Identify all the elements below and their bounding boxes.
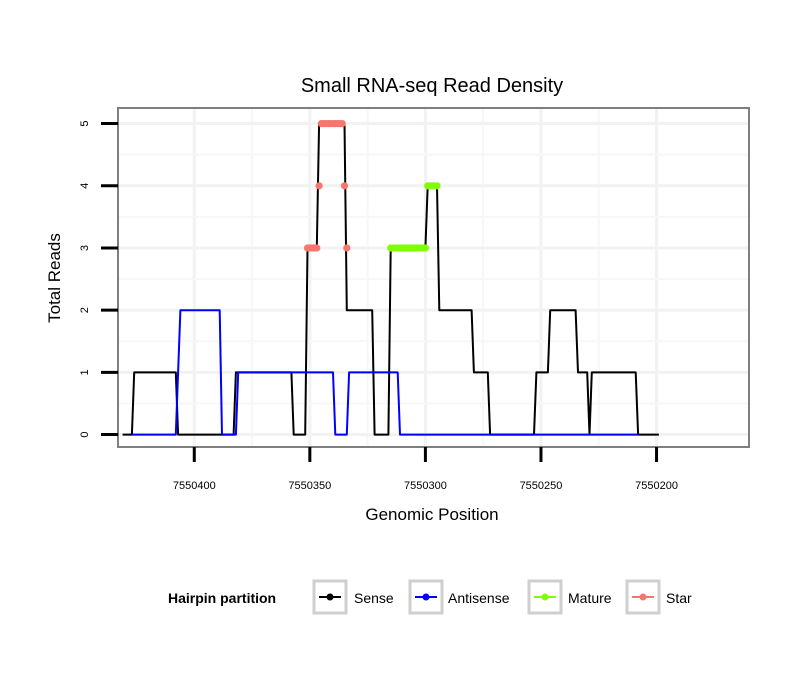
x-tick-label: 7550250 [520, 480, 563, 492]
x-tick-label: 7550300 [404, 480, 447, 492]
legend-label-sense: Sense [354, 590, 394, 606]
legend-key-dot-star [639, 593, 647, 601]
x-tick-label: 7550400 [173, 480, 216, 492]
star-data-point [343, 244, 351, 252]
plot-panel-border [117, 107, 750, 448]
legend-key-dot-mature [541, 593, 549, 601]
legend-title: Hairpin partition [168, 590, 276, 606]
chart-title: Small RNA-seq Read Density [301, 75, 563, 97]
y-tick-label: 3 [79, 245, 91, 251]
x-tick-label: 7550200 [635, 480, 678, 492]
y-axis-title: Total Reads [45, 233, 64, 323]
legend-key-dot-sense [326, 593, 334, 601]
star-data-point [338, 120, 346, 128]
x-axis-title: Genomic Position [365, 505, 498, 524]
legend-label-antisense: Antisense [448, 590, 510, 606]
y-tick-label: 4 [79, 183, 91, 189]
mature-data-point [421, 244, 429, 252]
star-data-point [315, 182, 323, 190]
y-tick-label: 5 [79, 121, 91, 127]
y-tick-label: 1 [79, 369, 91, 375]
series-layer [122, 120, 659, 436]
axis-layer: 7550400 7550350 7550300 7550250 7550200 0 1 2 3 4… [79, 121, 678, 492]
mature-data-point [433, 182, 441, 190]
grid-lines [118, 108, 749, 447]
legend: Hairpin partition Sense Antisense Mature St… [168, 579, 692, 615]
legend-key-dot-antisense [422, 593, 430, 601]
y-tick-label: 2 [79, 307, 91, 313]
legend-label-star: Star [666, 590, 692, 606]
star-data-point [313, 244, 321, 252]
star-data-point [340, 182, 349, 190]
legend-label-mature: Mature [568, 590, 612, 606]
x-tick-label: 7550350 [288, 480, 331, 492]
y-tick-label: 0 [79, 432, 91, 438]
antisense-series-line [131, 309, 639, 436]
